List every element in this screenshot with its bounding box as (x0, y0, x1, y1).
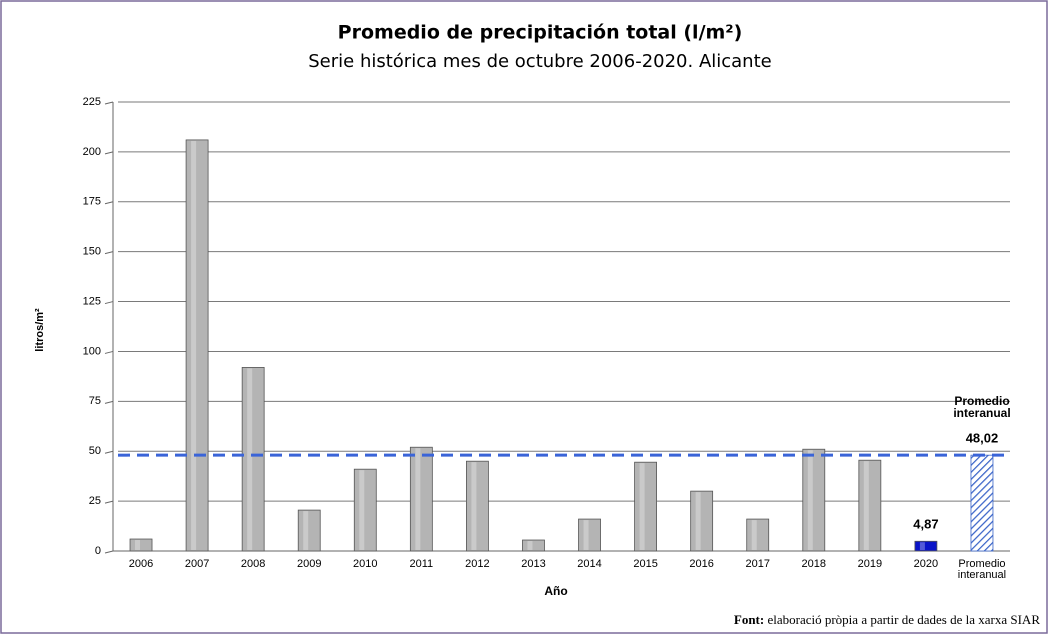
bar (802, 448, 826, 552)
x-tick-label: 2011 (410, 558, 434, 570)
y-tick-mark (104, 101, 114, 105)
bar-shine (191, 140, 197, 550)
bar-shine (247, 368, 253, 550)
bar (409, 446, 433, 552)
x-tick-label: 2006 (129, 558, 153, 570)
chart-subtitle: Serie histórica mes de octubre 2006-2020… (308, 51, 771, 72)
y-tick-label: 25 (89, 495, 101, 507)
bar (746, 518, 770, 552)
x-tick-label: 2012 (465, 558, 489, 570)
x-tick-label: 2020 (914, 558, 938, 570)
source-label: Font: (734, 612, 764, 627)
source-text: elaboració pròpia a partir de dades de l… (767, 612, 1040, 627)
x-tick-label: 2017 (745, 558, 769, 570)
bar (858, 459, 882, 552)
x-axis-label: Año (544, 584, 567, 598)
y-tick-label: 0 (95, 545, 101, 557)
x-tick-label: 2014 (577, 558, 601, 570)
y-tick-mark (104, 301, 114, 305)
y-tick-mark (104, 400, 114, 404)
y-tick-label: 225 (83, 96, 101, 108)
value-label: 48,02 (966, 431, 999, 446)
bar-shine (527, 541, 533, 550)
bar (241, 367, 265, 552)
bar-shine (695, 492, 701, 550)
bar-shine (863, 461, 869, 550)
bar (970, 454, 994, 552)
bar (690, 490, 714, 552)
y-tick-label: 125 (83, 295, 101, 307)
bar-shine (415, 448, 421, 550)
y-tick-label: 100 (83, 345, 101, 357)
y-tick-mark (104, 500, 114, 504)
y-tick-label: 50 (89, 445, 101, 457)
bar-shine (471, 462, 477, 550)
x-tick-label: 2018 (802, 558, 826, 570)
x-tick-label: 2008 (241, 558, 265, 570)
bar-shine (583, 520, 589, 550)
bar-shine (639, 463, 645, 550)
chart-title: Promedio de precipitación total (l/m²) (338, 22, 743, 44)
bar (634, 461, 657, 552)
bar-shine (919, 542, 925, 550)
reference-label: Promedio interanual (953, 394, 1010, 420)
bar (353, 468, 377, 552)
bar-shine (807, 450, 813, 550)
x-tick-label: 2009 (297, 558, 321, 570)
bar-shine (135, 540, 141, 550)
y-tick-mark (104, 201, 114, 205)
x-tick-label: 2013 (521, 558, 545, 570)
y-tick-label: 200 (83, 146, 101, 158)
y-tick-mark (104, 350, 114, 354)
x-tick-label: 2015 (633, 558, 657, 570)
bar (466, 460, 489, 552)
x-tick-label: 2016 (689, 558, 713, 570)
y-tick-label: 150 (83, 246, 101, 258)
value-label: 4,87 (913, 517, 938, 532)
x-tick-label: 2019 (858, 558, 882, 570)
bar (578, 518, 601, 552)
y-tick-mark (104, 251, 114, 255)
bar (914, 540, 938, 552)
bar-shine (751, 520, 757, 550)
bar (297, 509, 321, 552)
y-axis-label: litros/m² (34, 308, 46, 352)
x-tick-label: Promedio interanual (958, 558, 1006, 581)
bar (129, 538, 153, 552)
y-tick-label: 175 (83, 196, 101, 208)
y-tick-mark (104, 151, 114, 155)
y-tick-mark (104, 550, 114, 554)
y-tick-label: 75 (89, 395, 101, 407)
bar (185, 139, 209, 552)
bar (522, 539, 545, 552)
x-tick-label: 2010 (353, 558, 377, 570)
bar-shine (359, 470, 365, 550)
bar-shine (303, 511, 309, 550)
source-note: Font: elaboració pròpia a partir de dade… (734, 612, 1040, 627)
y-tick-mark (104, 450, 114, 454)
x-tick-label: 2007 (185, 558, 209, 570)
